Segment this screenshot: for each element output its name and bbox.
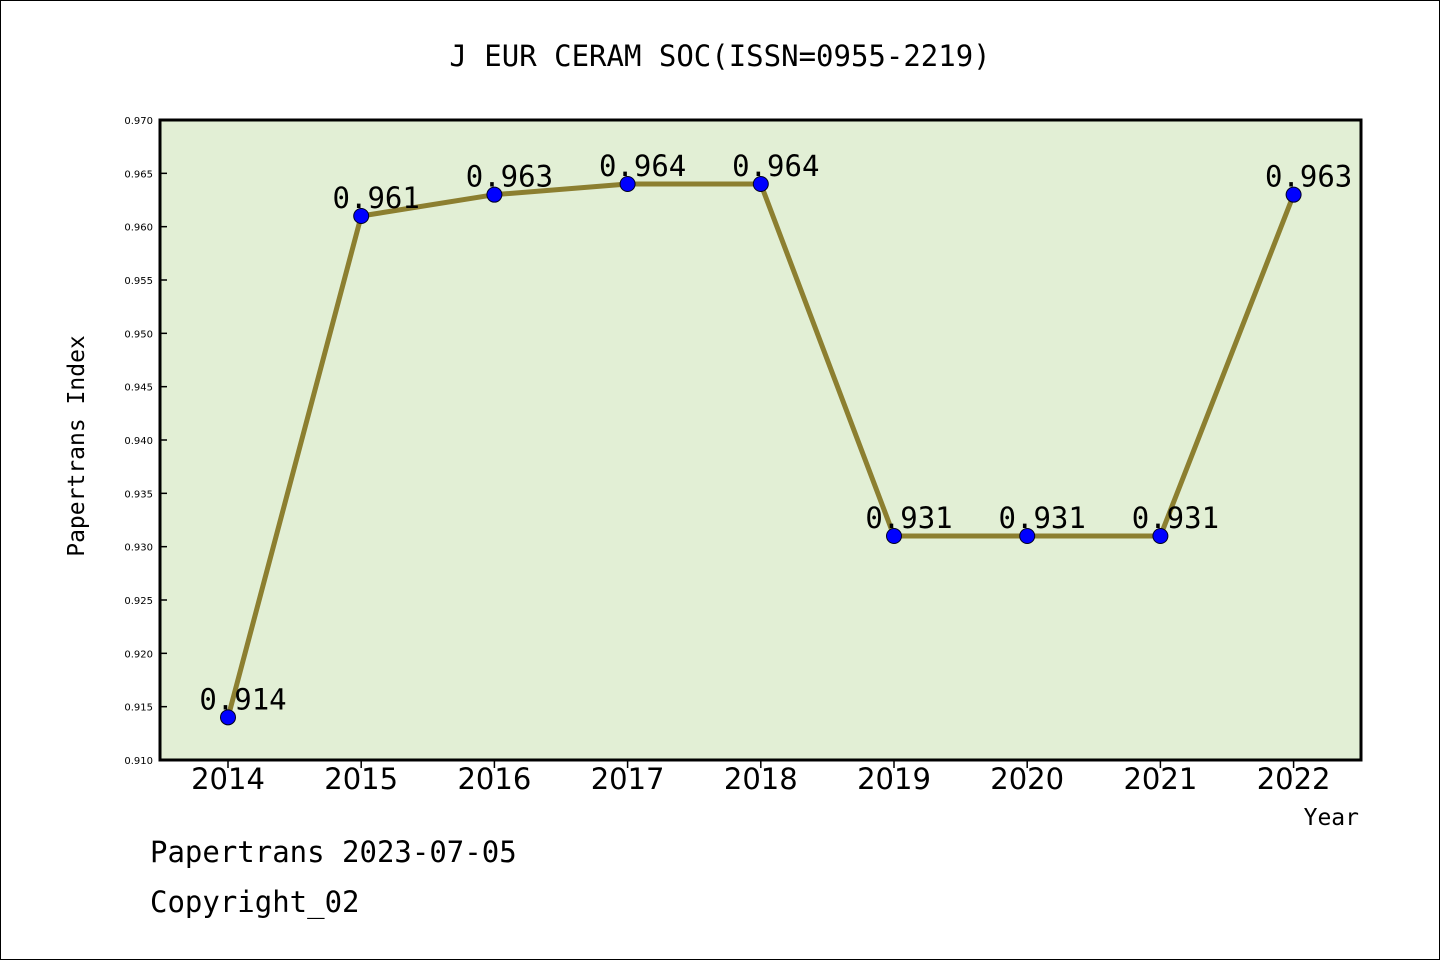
data-point	[220, 709, 236, 726]
data-label: 0.931	[999, 501, 1086, 535]
y-tick-label: 0.915	[124, 703, 153, 714]
x-tick-label: 2016	[457, 762, 531, 796]
y-tick-label: 0.950	[124, 329, 153, 340]
x-tick-label: 2018	[724, 762, 798, 796]
y-tick-label: 0.930	[124, 543, 153, 554]
data-point	[886, 528, 902, 544]
y-tick-label: 0.960	[124, 223, 153, 234]
y-tick-label: 0.970	[124, 116, 153, 127]
x-tick-label: 2015	[324, 762, 398, 796]
y-axis-label: Papertrans Index	[64, 335, 90, 557]
data-label: 0.961	[333, 181, 420, 215]
data-point	[1285, 186, 1302, 203]
x-axis-label: Year	[1304, 805, 1359, 831]
x-tick-label: 2021	[1123, 762, 1197, 796]
data-point	[1152, 528, 1169, 544]
x-axis-ticks: 2014 2015 2016 2017 2018 2019 2020 2021 2022	[191, 760, 1331, 796]
data-label: 0.964	[599, 149, 686, 183]
y-axis-ticks: 0.910 0.915 0.920 0.925 0.930 0.935 0.940 0.945…	[124, 116, 167, 767]
data-label: 0.931	[865, 501, 952, 535]
y-tick-label: 0.925	[124, 596, 153, 607]
data-labels: 0.914 0.961 0.963 0.964 0.964 0.931 0.931 0.931…	[199, 149, 1352, 716]
x-tick-label: 2014	[191, 762, 265, 796]
chart-title: J EUR CERAM SOC(ISSN=0955-2219)	[449, 39, 990, 73]
y-tick-label: 0.955	[124, 276, 153, 287]
data-label: 0.963	[466, 160, 553, 194]
data-label: 0.914	[199, 682, 286, 716]
data-point	[619, 176, 636, 192]
data-point	[353, 208, 370, 224]
x-tick-label: 2022	[1257, 762, 1331, 796]
data-label: 0.964	[732, 149, 819, 183]
y-tick-label: 0.910	[124, 756, 153, 767]
y-tick-label: 0.945	[124, 383, 153, 394]
y-tick-label: 0.935	[124, 489, 153, 500]
data-label: 0.963	[1265, 160, 1352, 194]
data-point	[1019, 528, 1036, 544]
footer-copyright: Copyright_02	[150, 885, 360, 919]
y-tick-label: 0.940	[124, 436, 153, 447]
y-tick-label: 0.965	[124, 169, 153, 180]
y-tick-label: 0.920	[124, 649, 153, 660]
x-tick-label: 2019	[857, 762, 931, 796]
x-tick-label: 2017	[591, 762, 665, 796]
data-point	[752, 176, 769, 192]
x-tick-label: 2020	[990, 762, 1064, 796]
data-label: 0.931	[1132, 501, 1219, 535]
footer-date: Papertrans 2023-07-05	[150, 835, 517, 869]
data-points	[220, 176, 1302, 726]
data-point	[486, 186, 503, 203]
plot-area	[158, 118, 1363, 762]
